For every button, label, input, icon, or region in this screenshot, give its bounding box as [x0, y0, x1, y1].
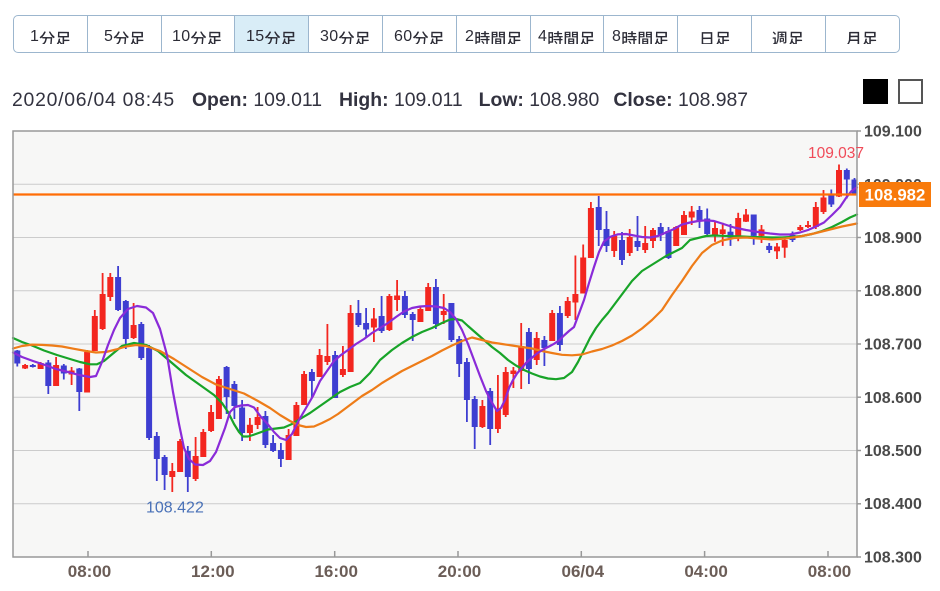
svg-text:8: 8: [612, 27, 621, 43]
svg-text:108.500: 108.500: [864, 443, 922, 460]
svg-text:12:00: 12:00: [191, 562, 234, 581]
svg-text:108.300: 108.300: [864, 550, 922, 567]
svg-text:5: 5: [256, 27, 265, 43]
svg-text:6: 6: [394, 27, 403, 43]
svg-text:109.037: 109.037: [808, 145, 864, 162]
svg-text:04:00: 04:00: [684, 562, 727, 581]
svg-text:4: 4: [538, 27, 547, 43]
svg-text:108.800: 108.800: [864, 283, 922, 300]
svg-text:108.600: 108.600: [864, 390, 922, 407]
svg-text:1: 1: [172, 27, 181, 43]
svg-text:1: 1: [246, 27, 255, 43]
svg-text:20:00: 20:00: [438, 562, 481, 581]
svg-text:5: 5: [104, 27, 113, 43]
svg-text:2: 2: [465, 27, 474, 43]
svg-text:0: 0: [329, 27, 338, 43]
svg-text:108.422: 108.422: [146, 500, 204, 517]
svg-text:16:00: 16:00: [314, 562, 357, 581]
svg-text:08:00: 08:00: [68, 562, 111, 581]
svg-text:1: 1: [30, 27, 39, 43]
svg-text:108.400: 108.400: [864, 496, 922, 513]
svg-text:108.982: 108.982: [865, 186, 926, 205]
svg-text:0: 0: [182, 27, 191, 43]
svg-text:08:00: 08:00: [808, 562, 851, 581]
svg-text:108.900: 108.900: [864, 230, 922, 247]
svg-text:06/04: 06/04: [562, 562, 605, 581]
svg-text:0: 0: [403, 27, 412, 43]
svg-text:109.100: 109.100: [864, 124, 922, 141]
svg-text:3: 3: [320, 27, 329, 43]
svg-text:108.700: 108.700: [864, 337, 922, 354]
